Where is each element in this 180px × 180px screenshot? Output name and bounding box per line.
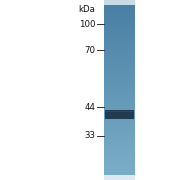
Bar	[105, 111, 134, 112]
Bar	[0, 0, 104, 180]
Bar	[105, 110, 134, 119]
Text: 44: 44	[84, 103, 95, 112]
Text: 70: 70	[84, 46, 95, 55]
Text: 100: 100	[79, 20, 95, 29]
Text: 33: 33	[84, 131, 95, 140]
Text: kDa: kDa	[78, 5, 95, 14]
Bar	[135, 0, 180, 180]
